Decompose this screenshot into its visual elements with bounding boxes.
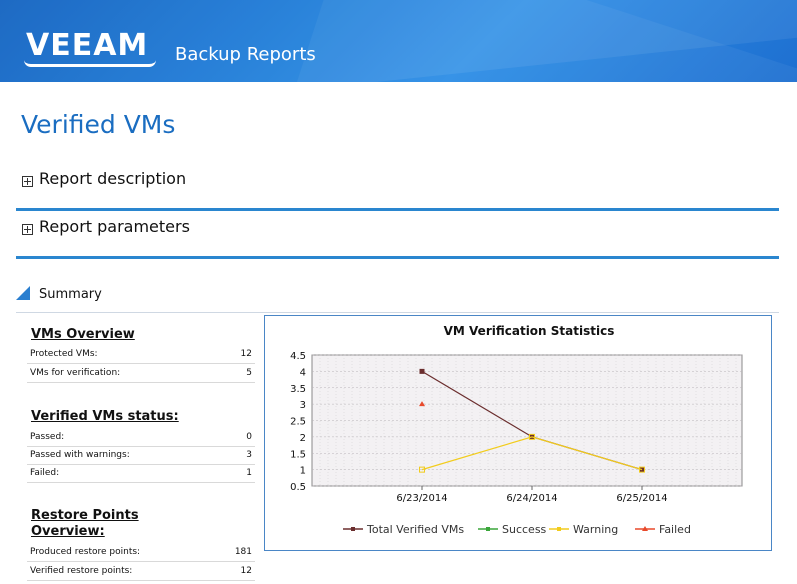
x-tick-label: 6/25/2014	[616, 493, 667, 504]
stat-value: 0	[246, 432, 252, 442]
legend-marker	[642, 526, 648, 531]
legend-label: Success	[502, 523, 547, 536]
stat-label: Passed:	[30, 432, 65, 442]
stat-label: Produced restore points:	[30, 547, 141, 557]
data-point	[419, 401, 425, 407]
stat-row: Protected VMs: 12	[27, 345, 255, 364]
summary-header[interactable]: Summary	[16, 282, 779, 313]
summary-label: Summary	[39, 287, 102, 302]
chart-title: VM Verification Statistics	[444, 324, 615, 338]
vms-overview-title: VMs Overview	[31, 327, 135, 342]
stat-value: 12	[240, 349, 252, 359]
report-description-section[interactable]: Report description	[16, 164, 779, 211]
legend-marker	[557, 527, 561, 531]
stat-row: Failed: 1	[27, 464, 255, 483]
legend-label: Failed	[659, 523, 691, 536]
stat-label: Verified restore points:	[30, 566, 133, 576]
chart-svg: VM Verification Statistics 0.5 1 1.5 2 2.5 3 3.…	[290, 324, 743, 536]
report-header: VEEAM Backup Reports	[0, 0, 797, 82]
vm-verification-chart: VM Verification Statistics 0.5 1 1.5 2 2.5 3 3.…	[264, 315, 772, 551]
legend-label: Warning	[573, 523, 618, 536]
y-tick-label: 4	[300, 367, 306, 378]
data-point	[419, 466, 425, 473]
stat-value: 3	[246, 450, 252, 460]
y-tick-label: 2.5	[290, 417, 306, 428]
legend-marker	[351, 527, 355, 531]
stat-row: Passed with warnings: 3	[27, 446, 255, 465]
plot-area	[311, 354, 743, 487]
stat-row: Verified restore points: 12	[27, 562, 255, 581]
restore-points-title: Restore Points	[31, 508, 139, 523]
y-tick-label: 3	[300, 400, 306, 411]
data-point	[419, 368, 425, 374]
logo-text: VEEAM	[26, 28, 149, 63]
y-tick-label: 0.5	[290, 482, 306, 493]
stat-value: 1	[246, 468, 252, 478]
collapse-triangle-icon[interactable]	[16, 286, 30, 300]
y-tick-label: 1	[300, 466, 306, 477]
restore-points-title-line2: Overview:	[31, 524, 105, 539]
stat-value: 181	[234, 547, 252, 557]
app-title: Backup Reports	[175, 44, 316, 65]
x-tick-label: 6/23/2014	[396, 493, 447, 504]
veeam-logo: VEEAM	[24, 28, 156, 68]
verified-status-title: Verified VMs status:	[31, 409, 179, 424]
stat-value: 12	[240, 566, 252, 576]
stat-row: Produced restore points: 181	[27, 543, 255, 562]
legend-label: Total Verified VMs	[366, 523, 464, 536]
legend-marker	[486, 527, 490, 531]
stat-label: VMs for verification:	[30, 368, 121, 378]
stat-row: Passed: 0	[27, 428, 255, 447]
y-tick-label: 1.5	[290, 449, 306, 460]
y-tick-label: 3.5	[290, 384, 306, 395]
stat-value: 5	[246, 368, 252, 378]
page-title: Verified VMs	[21, 110, 176, 139]
data-point	[639, 466, 645, 473]
stat-label: Protected VMs:	[30, 349, 98, 359]
data-point	[529, 433, 535, 440]
series-line	[421, 436, 643, 471]
stat-label: Passed with warnings:	[30, 450, 130, 460]
logo-swoosh	[24, 60, 156, 67]
section-label[interactable]: Report parameters	[39, 217, 190, 236]
section-label[interactable]: Report description	[39, 169, 187, 188]
report-parameters-section[interactable]: Report parameters	[16, 212, 779, 259]
stat-label: Failed:	[30, 468, 60, 478]
x-tick-label: 6/24/2014	[506, 493, 557, 504]
expand-icon[interactable]	[22, 176, 33, 187]
y-tick-label: 2	[300, 433, 306, 444]
expand-icon[interactable]	[22, 224, 33, 235]
y-tick-label: 4.5	[290, 351, 306, 362]
stat-row: VMs for verification: 5	[27, 364, 255, 383]
